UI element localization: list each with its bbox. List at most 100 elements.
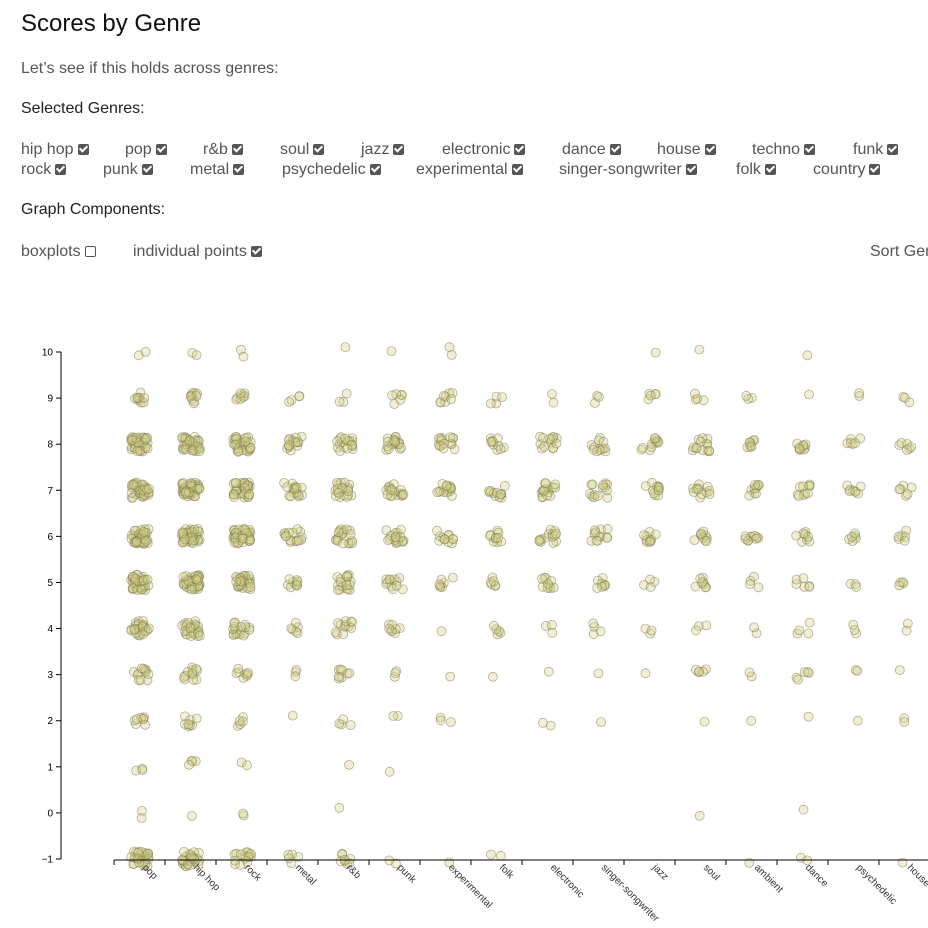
genre-checkbox[interactable]: jazz bbox=[361, 140, 405, 160]
data-point bbox=[850, 665, 861, 675]
data-point bbox=[187, 720, 198, 731]
genre-checkbox[interactable]: soul bbox=[280, 140, 325, 160]
checkbox-icon[interactable] bbox=[231, 144, 243, 155]
data-point bbox=[650, 347, 661, 358]
data-point bbox=[541, 478, 551, 489]
genre-checkbox[interactable]: singer-songwriter bbox=[559, 160, 697, 180]
y-tick-label: 3 bbox=[47, 670, 53, 681]
y-tick-label: 4 bbox=[47, 624, 53, 635]
data-point bbox=[645, 582, 656, 592]
data-point bbox=[239, 483, 250, 493]
genre-checkbox[interactable]: punk bbox=[103, 160, 153, 180]
y-tick-label: 2 bbox=[47, 716, 53, 727]
data-point bbox=[751, 628, 762, 639]
data-point bbox=[388, 711, 399, 721]
genre-checkbox-row-2: rock punk metal psychedelic experimental… bbox=[21, 160, 928, 180]
data-point bbox=[138, 629, 149, 640]
data-point bbox=[644, 536, 655, 547]
data-point bbox=[231, 433, 242, 444]
checkbox-icon[interactable] bbox=[55, 164, 67, 175]
data-point bbox=[744, 490, 755, 501]
data-point bbox=[740, 531, 751, 542]
checkbox-icon[interactable] bbox=[685, 164, 697, 175]
data-point bbox=[131, 432, 142, 443]
data-point bbox=[186, 584, 197, 595]
data-point bbox=[551, 528, 561, 539]
checkbox-icon[interactable] bbox=[764, 164, 776, 175]
boxplots-toggle[interactable]: boxplots bbox=[21, 242, 96, 262]
checkbox-icon[interactable] bbox=[704, 144, 716, 155]
data-point bbox=[594, 392, 604, 402]
data-point bbox=[387, 390, 398, 401]
genre-checkbox[interactable]: electronic bbox=[442, 140, 526, 160]
checkbox-icon[interactable] bbox=[393, 144, 405, 155]
data-point bbox=[129, 525, 140, 536]
data-point bbox=[488, 620, 499, 631]
checkbox-icon[interactable] bbox=[155, 144, 167, 155]
data-point bbox=[550, 479, 561, 490]
data-point bbox=[292, 580, 303, 591]
genre-label: electronic bbox=[442, 141, 511, 158]
checkbox-icon[interactable] bbox=[233, 164, 245, 175]
data-point bbox=[388, 435, 399, 446]
data-point bbox=[187, 668, 198, 679]
data-point bbox=[596, 717, 606, 728]
data-point bbox=[332, 535, 343, 546]
data-point bbox=[792, 628, 803, 639]
data-point bbox=[395, 532, 406, 542]
data-point bbox=[281, 531, 291, 542]
checkbox-icon[interactable] bbox=[250, 246, 262, 257]
genre-checkbox[interactable]: country bbox=[813, 160, 881, 180]
checkbox-icon[interactable] bbox=[369, 164, 381, 175]
data-point bbox=[495, 444, 506, 455]
genre-checkbox[interactable]: psychedelic bbox=[282, 160, 381, 180]
individual-points-toggle[interactable]: individual points bbox=[133, 242, 262, 262]
data-point bbox=[802, 350, 813, 361]
checkbox-icon[interactable] bbox=[514, 144, 526, 155]
genre-checkbox[interactable]: metal bbox=[190, 160, 245, 180]
checkbox-icon[interactable] bbox=[609, 144, 621, 155]
genre-checkbox[interactable]: folk bbox=[736, 160, 776, 180]
data-point bbox=[140, 719, 151, 730]
genre-checkbox[interactable]: dance bbox=[562, 140, 621, 160]
checkbox-icon[interactable] bbox=[511, 164, 523, 175]
data-point bbox=[845, 578, 856, 589]
data-point bbox=[855, 481, 866, 492]
data-point bbox=[853, 488, 864, 499]
checkbox-icon[interactable] bbox=[804, 144, 816, 155]
data-point bbox=[230, 855, 240, 866]
data-point bbox=[446, 394, 457, 404]
checkbox-icon[interactable] bbox=[887, 144, 899, 155]
genre-checkbox[interactable]: techno bbox=[752, 140, 816, 160]
genre-checkbox[interactable]: hip hop bbox=[21, 140, 89, 160]
checkbox-icon[interactable] bbox=[141, 164, 153, 175]
genre-checkbox[interactable]: r&b bbox=[203, 140, 243, 160]
data-point bbox=[694, 344, 705, 355]
data-point bbox=[285, 582, 296, 593]
genre-checkbox[interactable]: funk bbox=[853, 140, 899, 160]
checkbox-icon[interactable] bbox=[313, 144, 325, 155]
genre-checkbox[interactable]: pop bbox=[125, 140, 167, 160]
data-point bbox=[637, 442, 648, 453]
checkbox-icon[interactable] bbox=[84, 246, 96, 257]
data-point bbox=[448, 533, 458, 544]
data-point bbox=[236, 757, 247, 768]
points-layer bbox=[126, 342, 917, 872]
data-point bbox=[592, 446, 602, 457]
data-point bbox=[488, 576, 499, 587]
data-point bbox=[804, 389, 814, 400]
genre-checkbox[interactable]: experimental bbox=[416, 160, 523, 180]
data-point bbox=[390, 534, 401, 545]
data-point bbox=[497, 392, 508, 402]
data-point bbox=[243, 667, 253, 678]
sort-genres-control[interactable]: Sort Gen bbox=[870, 243, 928, 260]
checkbox-icon[interactable] bbox=[869, 164, 881, 175]
data-point bbox=[590, 527, 601, 538]
genre-checkbox[interactable]: rock bbox=[21, 160, 67, 180]
x-tick-label: experimental bbox=[446, 862, 494, 910]
data-point bbox=[186, 852, 197, 863]
data-point bbox=[242, 760, 253, 771]
genre-checkbox[interactable]: house bbox=[657, 140, 716, 160]
checkbox-icon[interactable] bbox=[77, 144, 89, 155]
data-point bbox=[701, 536, 712, 547]
